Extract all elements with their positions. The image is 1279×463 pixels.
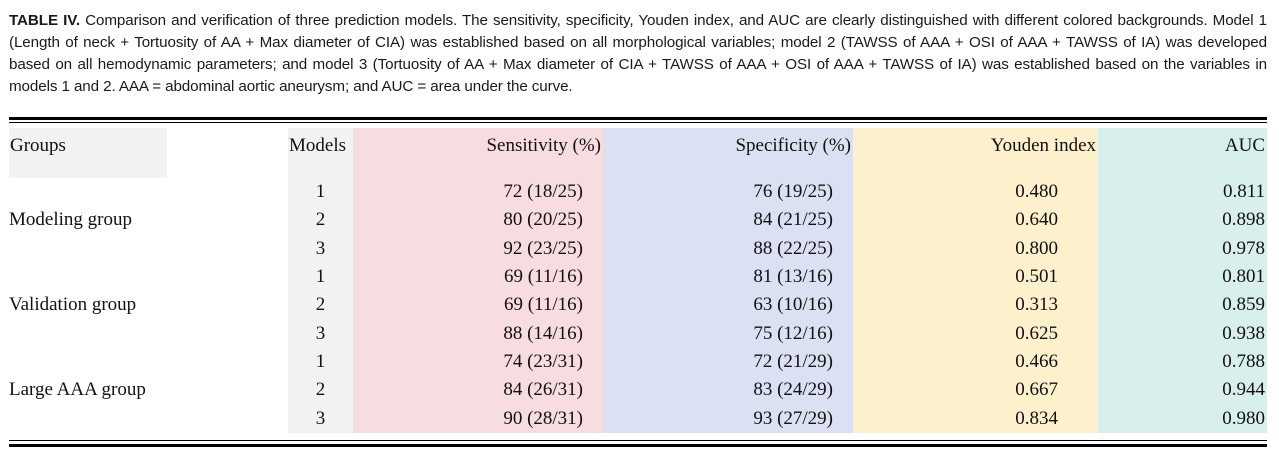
cell-model: 3 <box>288 234 353 263</box>
cell-youden: 0.466 <box>853 347 1098 377</box>
cell-specificity: 72 (21/29) <box>603 347 853 377</box>
cell-model: 1 <box>288 178 353 207</box>
header-youden-index: Youden index <box>853 128 1098 164</box>
cell-youden: 0.313 <box>853 291 1098 320</box>
cell-auc: 0.811 <box>1098 178 1267 207</box>
cell-auc: 0.801 <box>1098 262 1267 292</box>
bottom-rule-thin <box>9 440 1267 441</box>
group-label-validation: Validation group <box>9 262 288 348</box>
cell-specificity: 81 (13/16) <box>603 262 853 292</box>
cell-youden: 0.480 <box>853 178 1098 207</box>
table-row: Large AAA group 1 74 (23/31) 72 (21/29) … <box>9 347 1267 433</box>
bottom-rule-thick <box>9 444 1267 447</box>
cell-model: 2 <box>288 291 353 320</box>
cell-auc: 0.978 <box>1098 234 1267 263</box>
header-sensitivity: Sensitivity (%) <box>353 128 603 164</box>
cell-specificity: 63 (10/16) <box>603 291 853 320</box>
cell-model: 3 <box>288 319 353 348</box>
table-caption: TABLE IV. Comparison and verification of… <box>9 10 1267 98</box>
cell-auc: 0.944 <box>1098 376 1267 405</box>
header-groups: Groups <box>9 128 167 164</box>
table-caption-label: TABLE IV. <box>9 12 80 29</box>
cell-specificity: 83 (24/29) <box>603 376 853 405</box>
table-caption-text: Comparison and verification of three pre… <box>9 12 1267 95</box>
header-spacer <box>167 128 288 164</box>
top-rule-thin <box>9 122 1267 123</box>
cell-youden: 0.800 <box>853 234 1098 263</box>
header-auc: AUC <box>1098 128 1267 164</box>
cell-youden: 0.834 <box>853 404 1098 433</box>
table-row: Validation group 1 69 (11/16) 81 (13/16)… <box>9 262 1267 348</box>
cell-youden: 0.667 <box>853 376 1098 405</box>
cell-model: 2 <box>288 376 353 405</box>
table-row: 2 69 (11/16) 63 (10/16) 0.313 0.859 <box>9 291 1267 320</box>
cell-sensitivity: 92 (23/25) <box>353 234 603 263</box>
cell-specificity: 75 (12/16) <box>603 319 853 348</box>
cell-sensitivity: 88 (14/16) <box>353 319 603 348</box>
group-label-large-aaa: Large AAA group <box>9 347 288 433</box>
cell-model: 1 <box>288 262 353 292</box>
cell-specificity: 76 (19/25) <box>603 178 853 207</box>
cell-auc: 0.980 <box>1098 404 1267 433</box>
cell-auc: 0.859 <box>1098 291 1267 320</box>
cell-specificity: 84 (21/25) <box>603 206 853 235</box>
table-row: 3 90 (28/31) 93 (27/29) 0.834 0.980 <box>9 404 1267 433</box>
comparison-table: Groups Models Sensitivity (%) Specificit… <box>9 128 1267 433</box>
cell-sensitivity: 74 (23/31) <box>353 347 603 377</box>
table-row: 2 80 (20/25) 84 (21/25) 0.640 0.898 <box>9 206 1267 235</box>
table-row: Modeling group 1 72 (18/25) 76 (19/25) 0… <box>9 178 1267 263</box>
group-label-modeling: Modeling group <box>9 178 288 263</box>
cell-auc: 0.788 <box>1098 347 1267 377</box>
header-row: Groups Models Sensitivity (%) Specificit… <box>9 128 1267 164</box>
cell-auc: 0.938 <box>1098 319 1267 348</box>
cell-youden: 0.625 <box>853 319 1098 348</box>
cell-sensitivity: 90 (28/31) <box>353 404 603 433</box>
cell-specificity: 88 (22/25) <box>603 234 853 263</box>
cell-sensitivity: 69 (11/16) <box>353 262 603 292</box>
header-gap-row <box>9 164 1267 178</box>
cell-sensitivity: 80 (20/25) <box>353 206 603 235</box>
cell-sensitivity: 84 (26/31) <box>353 376 603 405</box>
cell-model: 3 <box>288 404 353 433</box>
table-row: 3 92 (23/25) 88 (22/25) 0.800 0.978 <box>9 234 1267 263</box>
table-row: 2 84 (26/31) 83 (24/29) 0.667 0.944 <box>9 376 1267 405</box>
cell-sensitivity: 72 (18/25) <box>353 178 603 207</box>
cell-sensitivity: 69 (11/16) <box>353 291 603 320</box>
cell-model: 1 <box>288 347 353 377</box>
cell-youden: 0.501 <box>853 262 1098 292</box>
header-specificity: Specificity (%) <box>603 128 853 164</box>
top-rule-thick <box>9 117 1267 120</box>
cell-youden: 0.640 <box>853 206 1098 235</box>
table-row: 3 88 (14/16) 75 (12/16) 0.625 0.938 <box>9 319 1267 348</box>
header-models: Models <box>288 128 353 164</box>
cell-specificity: 93 (27/29) <box>603 404 853 433</box>
cell-model: 2 <box>288 206 353 235</box>
cell-auc: 0.898 <box>1098 206 1267 235</box>
